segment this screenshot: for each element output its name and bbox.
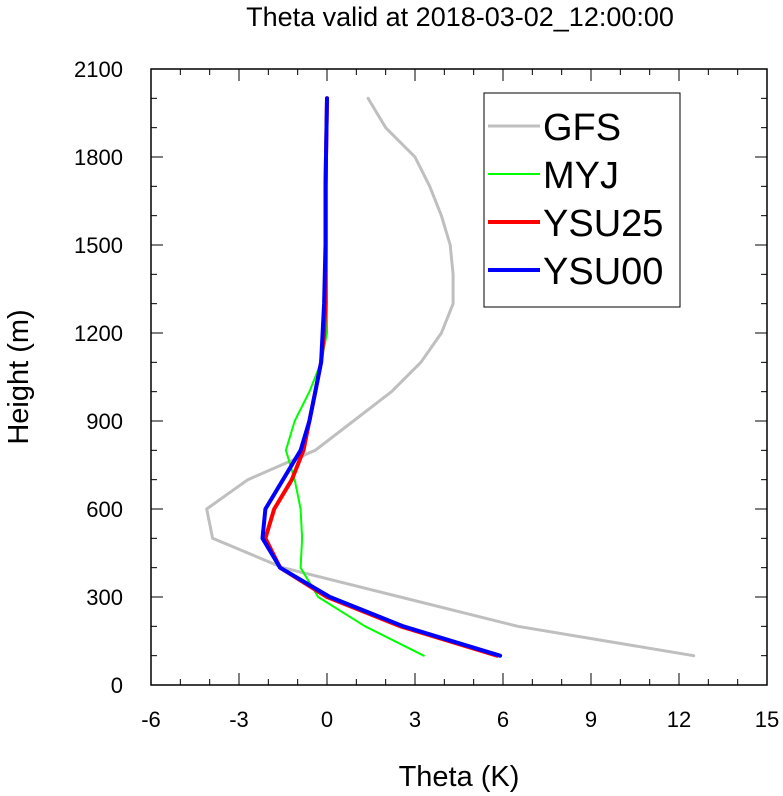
legend: GFS MYJ YSU25 YSU00: [483, 92, 681, 308]
x-tick-label: 3: [409, 707, 421, 732]
legend-label-ysu00: YSU00: [543, 251, 663, 293]
plot-frame: [150, 68, 768, 686]
x-tick-label: -3: [229, 707, 249, 732]
x-tick-label: 12: [667, 707, 691, 732]
y-tick-label: 0: [111, 673, 123, 698]
y-tick-label: 1500: [74, 233, 123, 258]
legend-label-gfs: GFS: [543, 107, 621, 149]
legend-label-ysu25: YSU25: [543, 203, 663, 245]
y-tick-label: 1200: [74, 321, 123, 346]
x-tick-label: 9: [585, 707, 597, 732]
axis-ticks: -6 -3 0 3 6 9 12 15 0 300 600 900 1200 1500 1800 2100: [74, 57, 779, 732]
x-tick-label: 0: [321, 707, 333, 732]
x-axis-label: Theta (K): [399, 761, 520, 793]
y-tick-label: 600: [86, 497, 123, 522]
y-tick-label: 2100: [74, 57, 123, 82]
x-tick-label: 15: [755, 707, 779, 732]
plot-area: [205, 96, 696, 658]
chart-title: Theta valid at 2018-03-02_12:00:00: [246, 2, 674, 32]
y-axis-label: Height (m): [3, 309, 35, 444]
series-line-ysu00: [260, 96, 503, 658]
x-tick-label: -6: [141, 707, 161, 732]
y-tick-label: 300: [86, 585, 123, 610]
y-tick-label: 900: [86, 409, 123, 434]
series-line-gfs: [205, 96, 696, 658]
legend-label-myj: MYJ: [543, 155, 619, 197]
y-tick-label: 1800: [74, 145, 123, 170]
x-tick-label: 6: [497, 707, 509, 732]
